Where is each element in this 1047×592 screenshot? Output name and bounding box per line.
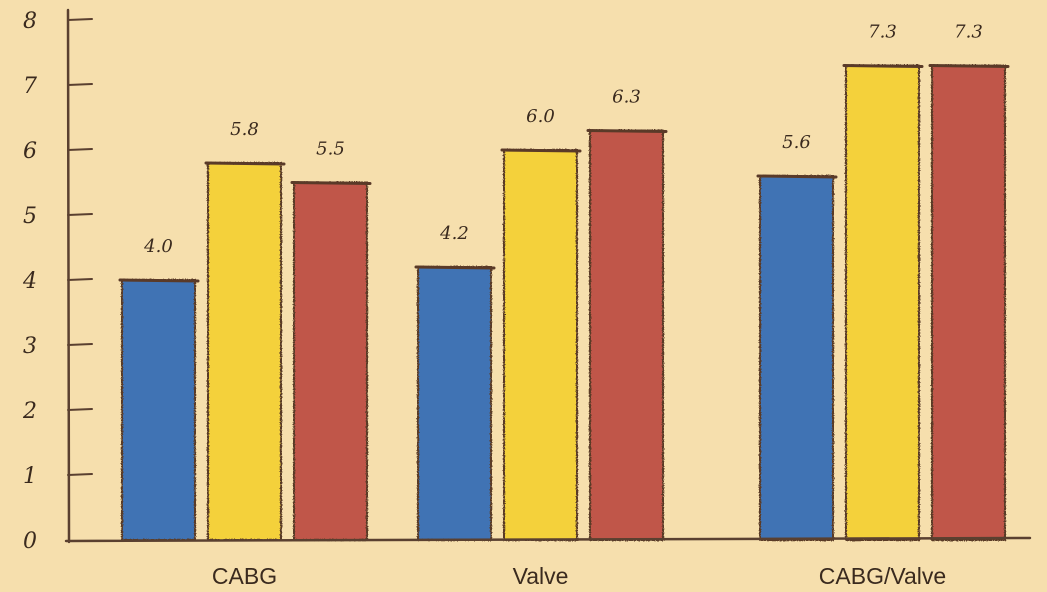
data-label: 4.0 <box>143 236 173 257</box>
bar-top-edge <box>204 161 286 166</box>
y-tick-label-5: 5 <box>23 204 37 229</box>
bar-top-edge <box>586 129 668 133</box>
bar-top-edge <box>290 181 372 185</box>
y-tick-label-6: 6 <box>23 139 37 164</box>
y-tick-2 <box>67 408 93 411</box>
data-label: 5.5 <box>316 139 345 160</box>
category-label-1: CABG <box>212 563 277 589</box>
data-label: 4.2 <box>439 223 469 244</box>
labels-layer: 4.0 5.8 5.5 CABG 4.2 6.0 6.3 Valve 5.6 7.3 7.3 CABG… <box>143 22 983 590</box>
bar-cabg-valve-s2 <box>845 64 920 541</box>
y-tick-5 <box>67 213 93 216</box>
bar-valve-s3 <box>589 129 664 541</box>
bar-cabg-s1 <box>121 279 196 541</box>
category-label-3: CABG/Valve <box>819 563 946 589</box>
y-tick-label-8: 8 <box>23 9 37 34</box>
y-tick-1 <box>67 473 93 476</box>
data-label: 5.6 <box>782 132 811 153</box>
y-tick-3 <box>67 343 93 346</box>
y-tick-label-3: 3 <box>23 334 37 359</box>
data-label: 7.3 <box>868 22 897 43</box>
bar-top-edge <box>414 265 496 270</box>
y-tick-8 <box>67 18 93 21</box>
y-axis-line <box>66 8 71 544</box>
data-label: 7.3 <box>954 22 983 43</box>
data-label: 5.8 <box>230 119 259 140</box>
bar-valve-s2 <box>503 149 578 541</box>
y-tick-6 <box>67 148 93 151</box>
x-axis-line <box>64 536 1032 543</box>
y-tick-label-2: 2 <box>22 399 37 424</box>
data-label: 6.3 <box>612 87 641 108</box>
bar-top-edge <box>118 278 200 283</box>
bar-valve-s1 <box>417 266 492 541</box>
bar-cabg-valve-s1 <box>759 175 834 541</box>
bar-top-edge <box>928 64 1010 68</box>
category-label-2: Valve <box>513 563 569 589</box>
bars-layer <box>118 64 1010 541</box>
y-tick-label-0: 0 <box>23 529 37 554</box>
y-tick-label-4: 4 <box>22 269 37 294</box>
bar-cabg-valve-s3 <box>931 64 1006 541</box>
y-tick-7 <box>67 83 93 86</box>
y-tick-label-1: 1 <box>23 464 37 489</box>
y-tick-label-7: 7 <box>23 74 37 99</box>
bar-top-edge <box>500 148 582 153</box>
bar-cabg-s3 <box>293 181 368 541</box>
bar-top-edge <box>756 174 838 179</box>
y-tick-4 <box>67 278 93 281</box>
bar-top-edge <box>842 64 924 68</box>
data-label: 6.0 <box>526 106 555 127</box>
bar-cabg-s2 <box>207 162 282 541</box>
axes: 0 1 2 3 4 5 6 7 8 <box>22 8 1032 554</box>
